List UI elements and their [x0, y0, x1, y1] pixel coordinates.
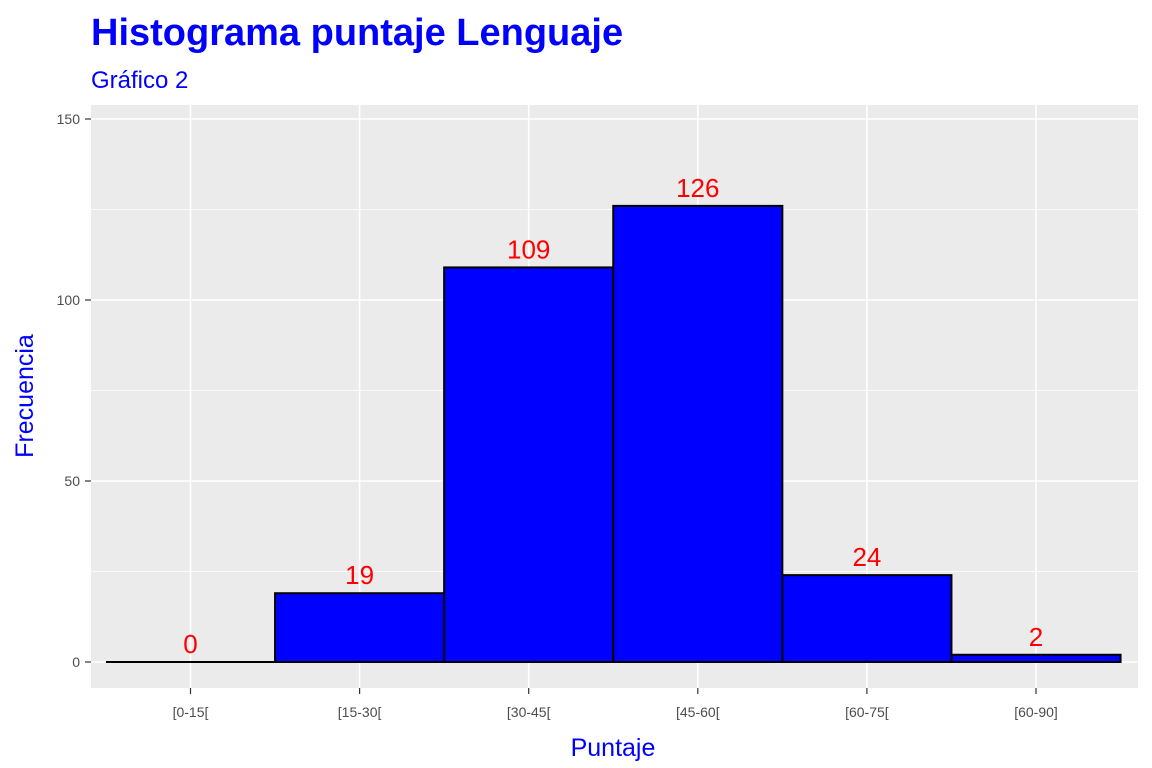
data-label: 109 [507, 234, 550, 264]
bar [612, 204, 784, 663]
y-tick-label: 50 [64, 473, 80, 489]
x-tick-label: [15-30[ [338, 704, 382, 720]
y-axis-title: Frecuencia [11, 334, 39, 458]
data-label: 24 [852, 542, 881, 572]
y-axis: 0 50 100 150 [57, 111, 91, 670]
data-label: 2 [1029, 622, 1043, 652]
data-labels: 0 19 109 126 24 2 [183, 173, 1043, 659]
bar [443, 266, 615, 663]
bar [274, 592, 446, 663]
x-tick-label: [60-90] [1014, 704, 1058, 720]
data-label: 19 [345, 560, 374, 590]
x-tick-label: [60-75[ [845, 704, 889, 720]
y-tick-label: 0 [72, 654, 80, 670]
x-tick-label: [0-15[ [173, 704, 209, 720]
bars [105, 204, 1122, 664]
chart-subtitle: Gráfico 2 [91, 67, 188, 94]
data-label: 0 [183, 629, 197, 659]
data-label: 126 [676, 173, 719, 203]
bar [950, 653, 1122, 664]
x-axis-title: Puntaje [571, 734, 656, 762]
x-tick-label: [30-45[ [507, 704, 551, 720]
x-axis: [0-15[ [15-30[ [30-45[ [45-60[ [60-75[ [60-90… [173, 688, 1058, 720]
x-tick-label: [45-60[ [676, 704, 720, 720]
y-tick-label: 150 [57, 111, 81, 127]
bar [781, 574, 953, 663]
y-tick-label: 100 [57, 292, 81, 308]
chart-title: Histograma puntaje Lenguaje [91, 12, 623, 54]
